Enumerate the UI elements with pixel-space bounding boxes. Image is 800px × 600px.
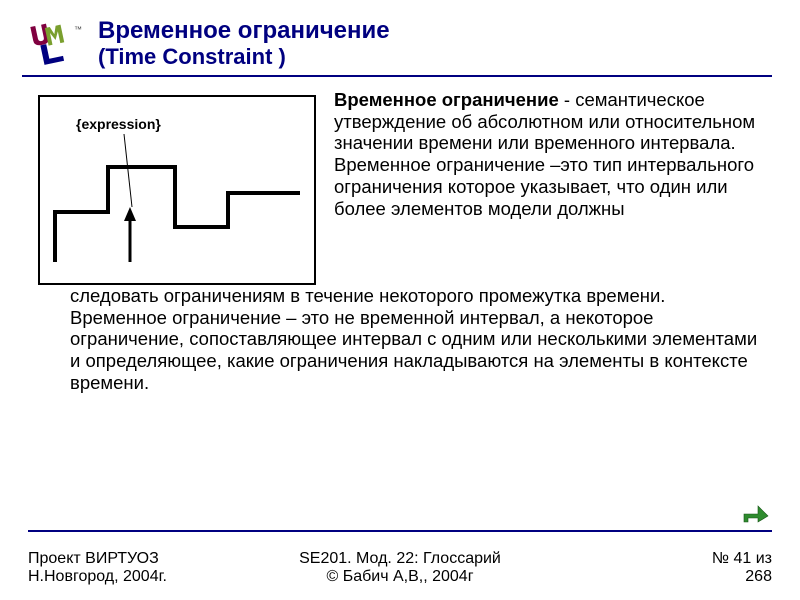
next-arrow-icon[interactable] xyxy=(742,504,770,524)
definition-text-side: Временное ограничение - семантическое ут… xyxy=(334,89,772,220)
footer-project: Проект ВИРТУОЗ xyxy=(28,550,266,568)
footer-divider xyxy=(28,530,772,532)
page-title-en: (Time Constraint ) xyxy=(98,44,772,70)
definition-text-flow: следовать ограничениям в течение некотор… xyxy=(28,285,772,394)
footer: Проект ВИРТУОЗ Н.Новгород, 2004г. SE201.… xyxy=(28,550,772,586)
svg-text:™: ™ xyxy=(74,25,82,34)
svg-text:{expression}: {expression} xyxy=(76,116,161,132)
footer-course: SE201. Мод. 22: Глоссарий xyxy=(281,550,519,568)
footer-page-total: 268 xyxy=(534,568,772,586)
definition-term: Временное ограничение xyxy=(334,89,559,110)
timing-diagram: {expression} xyxy=(38,95,316,285)
footer-page-label: № 41 из xyxy=(534,550,772,568)
footer-location: Н.Новгород, 2004г. xyxy=(28,568,266,586)
title-underline xyxy=(22,75,772,77)
page-title-ru: Временное ограничение xyxy=(98,18,772,44)
footer-copyright: © Бабич А,В,, 2004г xyxy=(281,568,519,586)
uml-logo-icon: ™ xyxy=(28,18,84,66)
